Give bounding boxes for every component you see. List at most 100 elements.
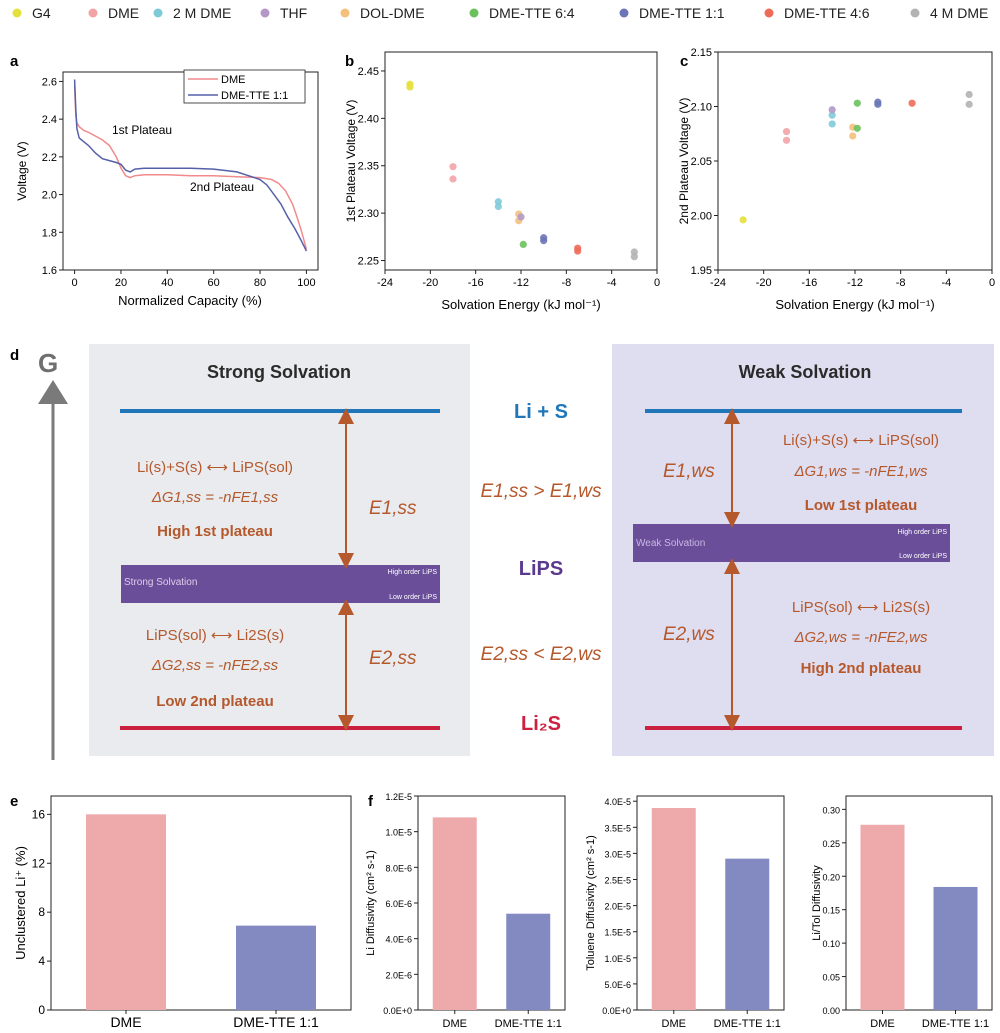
panel-b-first-plateau-scatter: -24 -20 -16 -12 -8 -4 0 2.25 2.30 2.35 2.40 2.45 So… — [344, 51, 660, 312]
legend-label-3: THF — [280, 5, 307, 21]
panel-c-frame — [717, 51, 993, 271]
strong-dg-1: ΔG1,ss = -nFE1,ss — [151, 489, 279, 506]
strong-outcome-1: High 1st plateau — [157, 523, 273, 540]
y-tick-label: 1.2E-5 — [385, 792, 412, 802]
panel-b-frame — [384, 51, 658, 271]
legend-label-4: DOL-DME — [360, 5, 425, 21]
legend-marker-0 — [12, 8, 22, 18]
y-tick-label: 2.10 — [691, 102, 712, 114]
weak-dg-2: ΔG2,ws = -nFE2,ws — [793, 629, 928, 646]
y-tick-label: 1.95 — [691, 265, 712, 277]
y-tick-label: 5.0E-6 — [604, 980, 631, 990]
scatter-point-4 — [828, 120, 836, 128]
panel-e-ylabel: Unclustered Li⁺ (%) — [13, 846, 28, 960]
x-tick-label: -16 — [468, 277, 484, 289]
strong-low-order-label: Low order LiPS — [389, 594, 437, 601]
panel-f-ratio-bar: 0.00 0.05 0.10 0.15 0.20 0.25 0.30 DME DME-TTE 1… — [811, 795, 993, 1030]
x-tick-label: -24 — [377, 277, 393, 289]
panel-letter-b: b — [345, 53, 354, 70]
x-tick-label: 0 — [72, 277, 78, 289]
x-tick-label: -4 — [607, 277, 617, 289]
weak-e2-label: E2,ws — [663, 624, 715, 645]
panel-b-xlabel: Solvation Energy (kJ mol⁻¹) — [441, 297, 600, 312]
panel-f1-content: 0.0E+0 2.0E-6 4.0E-6 6.0E-6 8.0E-6 1.0E-5 1.2E… — [383, 792, 562, 1030]
scatter-point-12 — [908, 99, 916, 107]
panel-f-li-diffusivity-bar: 0.0E+0 2.0E-6 4.0E-6 6.0E-6 8.0E-6 1.0E-5 1.2E… — [365, 792, 566, 1030]
y-tick-label: 0.00 — [822, 1006, 840, 1016]
scatter-point-11 — [874, 100, 882, 108]
weak-reaction-1: Li(s)+S(s) ⟷ LiPS(sol) — [783, 432, 939, 449]
y-tick-label: 2.25 — [358, 256, 379, 268]
scatter-point-0 — [739, 216, 747, 224]
bar-1 — [236, 925, 316, 1010]
y-tick-label: 2.0E-6 — [385, 970, 412, 980]
y-tick-label: 8 — [38, 905, 45, 919]
x-tick-label: -8 — [561, 277, 571, 289]
scatter-point-8 — [853, 99, 861, 107]
scatter-point-8 — [517, 213, 525, 221]
y-tick-label: 1.6 — [42, 265, 57, 277]
scatter-point-3 — [828, 111, 836, 119]
strong-reaction-1: Li(s)+S(s) ⟷ LiPS(sol) — [137, 459, 293, 476]
panel-c-second-plateau-scatter: -24 -20 -16 -12 -8 -4 0 1.95 2.00 2.05 2.10 2.15 So… — [677, 47, 995, 312]
weak-band-label: Weak Solvation — [636, 538, 705, 549]
weak-high-order-label: High order LiPS — [898, 529, 948, 536]
panel-letter-c: c — [680, 53, 688, 70]
panel-b-ylabel: 1st Plateau Voltage (V) — [344, 100, 358, 223]
y-tick-label: 4.0E-5 — [604, 797, 631, 807]
x-tick-label: 20 — [115, 277, 127, 289]
x-tick-label: 60 — [208, 277, 220, 289]
legend-marker-4 — [340, 8, 350, 18]
y-tick-label: 2.0 — [42, 190, 57, 202]
bar-0 — [860, 824, 905, 1010]
y-tick-label: 3.0E-5 — [604, 849, 631, 859]
strong-solvation-title: Strong Solvation — [207, 362, 351, 382]
scatter-point-15 — [630, 253, 638, 261]
bar-0 — [651, 808, 696, 1010]
panel-a-annotation-2: 2nd Plateau — [190, 180, 254, 194]
y-tick-label: 0.0E+0 — [602, 1006, 631, 1016]
bar-1 — [725, 858, 770, 1010]
strong-lips-band — [121, 565, 440, 603]
legend-label-2: 2 M DME — [173, 5, 231, 21]
li2s-label: Li₂S — [521, 713, 561, 735]
x-tick-label: -20 — [422, 277, 438, 289]
legend-label-5: DME-TTE 6:4 — [489, 5, 575, 21]
y-tick-label: 0 — [38, 1003, 45, 1017]
y-tick-label: 1.5E-5 — [604, 928, 631, 938]
legend-label-1: DME — [108, 5, 139, 21]
x-tick-label: 80 — [254, 277, 266, 289]
weak-outcome-1: Low 1st plateau — [805, 497, 918, 514]
scatter-point-5 — [494, 202, 502, 211]
y-tick-label: 2.4 — [42, 114, 57, 126]
x-tick-label: 100 — [297, 277, 315, 289]
x-tick-label: -24 — [710, 277, 726, 289]
legend-marker-3 — [260, 8, 270, 18]
y-tick-label: 12 — [32, 856, 46, 870]
x-tick-label: -12 — [513, 277, 529, 289]
panel-f3-frame — [845, 795, 993, 1011]
y-tick-label: 8.0E-6 — [385, 863, 412, 873]
panel-b-ticks: -24 -20 -16 -12 -8 -4 0 2.25 2.30 2.35 2.40 2.45 — [358, 66, 660, 289]
panel-f2-frame — [636, 795, 785, 1011]
weak-solvation-title: Weak Solvation — [739, 362, 872, 382]
x-tick-label: 0 — [989, 277, 995, 289]
y-tick-label: 1.0E-5 — [604, 954, 631, 964]
y-tick-label: 16 — [32, 807, 46, 821]
legend-marker-6 — [619, 8, 629, 18]
y-tick-label: 2.40 — [358, 113, 379, 125]
y-tick-label: 2.5E-5 — [604, 876, 631, 886]
bar-1 — [506, 913, 551, 1010]
bar-category-label: DME-TTE 1:1 — [714, 1018, 781, 1030]
bar-category-label: DME — [443, 1018, 467, 1030]
scatter-point-13 — [574, 247, 582, 255]
strong-e1-label: E1,ss — [369, 498, 417, 519]
y-tick-label: 0.30 — [822, 805, 840, 815]
strong-high-order-label: High order LiPS — [388, 569, 438, 576]
y-tick-label: 1.8 — [42, 227, 57, 239]
bar-category-label: DME — [870, 1018, 894, 1030]
panel-c-points — [739, 90, 973, 224]
bar-category-label: DME — [662, 1018, 686, 1030]
panel-e-content: 0 4 8 12 16 DME DME-TTE 1:1 — [32, 807, 319, 1030]
bar-category-label: DME — [110, 1014, 141, 1030]
